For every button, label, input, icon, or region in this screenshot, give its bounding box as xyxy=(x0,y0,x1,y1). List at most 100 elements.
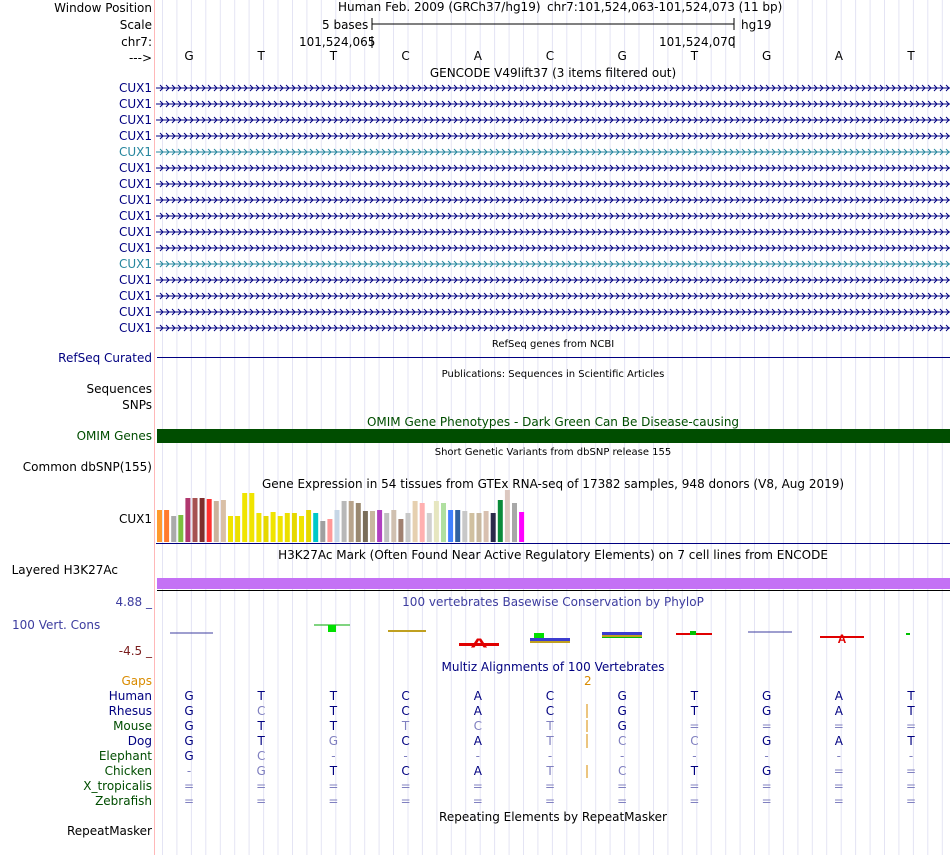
dbsnp-title[interactable]: Short Genetic Variants from dbSNP releas… xyxy=(434,447,672,458)
gencode-transcript-label[interactable]: CUX1 xyxy=(118,97,152,111)
gencode-transcript-label[interactable]: CUX1 xyxy=(118,161,152,175)
h3k27ac-title[interactable]: H3K27Ac Mark (Often Found Near Active Re… xyxy=(278,548,828,562)
gencode-transcript-label[interactable]: CUX1 xyxy=(118,113,152,127)
gencode-transcript[interactable] xyxy=(156,211,950,221)
gencode-transcript[interactable] xyxy=(156,291,950,301)
gtex-tissue-bar[interactable] xyxy=(249,493,255,542)
gencode-transcript[interactable] xyxy=(156,115,950,125)
gtex-tissue-bar[interactable] xyxy=(462,511,468,542)
gtex-tissue-bar[interactable] xyxy=(455,510,461,542)
gencode-transcript[interactable] xyxy=(156,227,950,237)
gtex-tissue-bar[interactable] xyxy=(391,510,397,542)
gencode-transcript[interactable] xyxy=(156,323,950,333)
species-label[interactable]: Elephant xyxy=(98,749,152,763)
gtex-tissue-bar[interactable] xyxy=(412,501,418,542)
phylop-logos[interactable]: A A xyxy=(156,618,950,650)
repeatmasker-title[interactable]: Repeating Elements by RepeatMasker xyxy=(439,810,667,824)
gtex-tissue-bar[interactable] xyxy=(157,510,162,542)
gencode-transcript[interactable] xyxy=(156,83,950,93)
gtex-tissue-bar[interactable] xyxy=(284,513,290,542)
snps-label[interactable]: SNPs xyxy=(122,398,152,412)
species-label[interactable]: Chicken xyxy=(104,764,152,778)
gtex-tissue-bar[interactable] xyxy=(405,513,411,542)
h3k27ac-signal[interactable] xyxy=(157,578,950,589)
gencode-transcript-label[interactable]: CUX1 xyxy=(118,193,152,207)
gtex-tissue-bar[interactable] xyxy=(228,516,233,542)
gencode-transcript-label[interactable]: CUX1 xyxy=(118,321,152,335)
gtex-tissue-bar[interactable] xyxy=(398,519,404,542)
gtex-tissue-bar[interactable] xyxy=(192,498,198,542)
omim-feature-bar[interactable] xyxy=(157,429,950,443)
gtex-tissue-bar[interactable] xyxy=(362,511,368,542)
gtex-tissue-bar[interactable] xyxy=(490,513,496,542)
common-dbsnp-label[interactable]: Common dbSNP(155) xyxy=(22,460,152,474)
gtex-expression-chart[interactable] xyxy=(156,490,950,546)
gtex-tissue-bar[interactable] xyxy=(476,513,482,542)
gtex-tissue-bar[interactable] xyxy=(327,519,333,542)
gencode-transcript-label[interactable]: CUX1 xyxy=(118,225,152,239)
gencode-transcript-label[interactable]: CUX1 xyxy=(118,305,152,319)
species-label[interactable]: Human xyxy=(108,689,152,703)
gencode-transcript-label[interactable]: CUX1 xyxy=(118,209,152,223)
gtex-tissue-bar[interactable] xyxy=(306,510,312,542)
gencode-transcript[interactable] xyxy=(156,307,950,317)
sequences-label[interactable]: Sequences xyxy=(86,382,152,396)
phylop-label[interactable]: 100 Vert. Cons xyxy=(12,618,101,632)
omim-title[interactable]: OMIM Gene Phenotypes - Dark Green Can Be… xyxy=(366,415,740,429)
gencode-transcript[interactable] xyxy=(156,259,950,269)
gencode-transcript[interactable] xyxy=(156,163,950,173)
multiz-title[interactable]: Multiz Alignments of 100 Vertebrates xyxy=(441,660,665,674)
gtex-tissue-bar[interactable] xyxy=(270,512,276,542)
species-label[interactable]: Zebrafish xyxy=(95,794,152,808)
gtex-tissue-bar[interactable] xyxy=(384,513,390,542)
gtex-tissue-bar[interactable] xyxy=(313,513,319,542)
gtex-tissue-bar[interactable] xyxy=(497,500,503,542)
gtex-tissue-bar[interactable] xyxy=(185,498,191,542)
gencode-transcript[interactable] xyxy=(156,195,950,205)
gtex-tissue-bar[interactable] xyxy=(220,500,226,542)
gtex-tissue-bar[interactable] xyxy=(348,501,354,542)
gtex-tissue-bar[interactable] xyxy=(164,510,170,542)
gtex-tissue-bar[interactable] xyxy=(277,516,283,542)
refseq-title[interactable]: RefSeq genes from NCBI xyxy=(491,339,615,350)
gencode-transcript[interactable] xyxy=(156,131,950,141)
gencode-transcript[interactable] xyxy=(156,243,950,253)
gtex-tissue-bar[interactable] xyxy=(320,521,326,542)
gtex-title[interactable]: Gene Expression in 54 tissues from GTEx … xyxy=(261,477,845,491)
species-label[interactable]: Mouse xyxy=(113,719,152,733)
gtex-tissue-bar[interactable] xyxy=(213,501,219,542)
gencode-transcript-label[interactable]: CUX1 xyxy=(118,81,152,95)
gtex-tissue-bar[interactable] xyxy=(370,511,375,542)
gencode-transcript-label[interactable]: CUX1 xyxy=(118,289,152,303)
publications-title[interactable]: Publications: Sequences in Scientific Ar… xyxy=(441,369,665,380)
gtex-tissue-bar[interactable] xyxy=(263,516,269,542)
omim-label[interactable]: OMIM Genes xyxy=(76,429,152,443)
gtex-tissue-bar[interactable] xyxy=(448,510,454,542)
gencode-transcript-label[interactable]: CUX1 xyxy=(118,177,152,191)
gtex-tissue-bar[interactable] xyxy=(178,515,184,542)
gencode-transcript[interactable] xyxy=(156,275,950,285)
gtex-tissue-bar[interactable] xyxy=(334,510,340,542)
gtex-tissue-bar[interactable] xyxy=(419,503,425,542)
gtex-tissue-bar[interactable] xyxy=(483,511,489,542)
gencode-transcript-label[interactable]: CUX1 xyxy=(118,129,152,143)
refseq-label[interactable]: RefSeq Curated xyxy=(58,351,152,365)
gtex-tissue-bar[interactable] xyxy=(504,490,510,542)
h3k27ac-label[interactable]: Layered H3K27Ac xyxy=(11,563,118,577)
gtex-tissue-bar[interactable] xyxy=(355,503,361,542)
gtex-tissue-bar[interactable] xyxy=(199,498,205,542)
phylop-title[interactable]: 100 vertebrates Basewise Conservation by… xyxy=(402,595,704,609)
gencode-transcript[interactable] xyxy=(156,99,950,109)
gtex-tissue-bar[interactable] xyxy=(256,513,262,542)
gencode-transcript-label[interactable]: CUX1 xyxy=(118,241,152,255)
gtex-tissue-bar[interactable] xyxy=(433,501,439,542)
gencode-transcript[interactable] xyxy=(156,179,950,189)
gtex-tissue-bar[interactable] xyxy=(441,503,446,542)
gtex-tissue-bar[interactable] xyxy=(291,513,297,542)
gencode-transcript-label[interactable]: CUX1 xyxy=(118,145,152,159)
gencode-transcript-label[interactable]: CUX1 xyxy=(118,273,152,287)
gtex-tissue-bar[interactable] xyxy=(377,510,383,542)
gtex-tissue-bar[interactable] xyxy=(206,499,212,542)
gtex-tissue-bar[interactable] xyxy=(426,513,432,542)
refseq-gene-line[interactable] xyxy=(157,357,950,358)
